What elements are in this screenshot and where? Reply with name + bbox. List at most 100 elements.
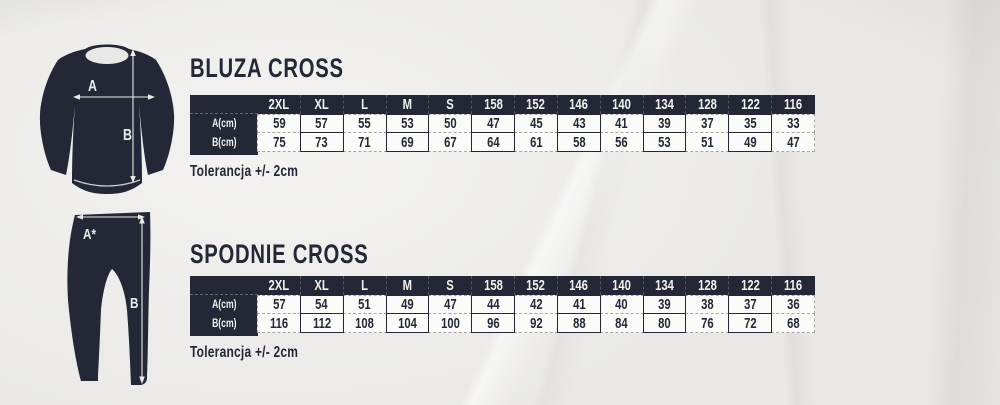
size-value-cell: 39 (642, 295, 687, 314)
size-header-cell: 146 (558, 95, 601, 114)
bluza-title-text: BLUZA CROSS (190, 53, 344, 83)
shirt-silhouette (39, 44, 175, 194)
row-label-cell: B(cm) (190, 314, 258, 333)
size-header-cell: 152 (515, 276, 558, 295)
size-value-cell: 33 (771, 114, 815, 133)
size-value-cell: 37 (685, 114, 730, 133)
size-value-cell: 36 (771, 295, 815, 314)
size-value-cell: 38 (685, 295, 730, 314)
size-header-cell: XL (301, 95, 344, 114)
size-value-cell: 43 (556, 114, 601, 133)
shirt-figure: A B (39, 44, 175, 194)
size-value-cell: 54 (299, 295, 344, 314)
size-value-cell: 72 (728, 313, 773, 333)
row-label-cell: A(cm) (190, 114, 258, 133)
size-value-cell: 116 (257, 313, 301, 333)
size-header-cell: 140 (601, 276, 644, 295)
bluza-title: BLUZA CROSS (190, 55, 395, 82)
size-header-cell: 146 (558, 276, 601, 295)
pants-figure: A* B (67, 212, 151, 385)
size-value-cell: 75 (257, 132, 301, 152)
pants-width-label: A* (83, 226, 97, 243)
size-value-cell: 47 (471, 114, 516, 133)
size-header-cell: 134 (644, 95, 687, 114)
bluza-tolerance-note: Tolerancja +/- 2cm (190, 162, 334, 181)
size-value-cell: 56 (599, 132, 644, 152)
bluza-size-table: 2XL XL L M S 158 152 146 140 134 128 122 116 A(cm) 59 5… (190, 95, 815, 155)
size-header-cell: 128 (686, 95, 730, 114)
pants-width-arrowhead-left (76, 214, 83, 220)
size-table-header-row: 2XL XL L M S 158 152 146 140 134 128 122 116 (190, 95, 815, 114)
size-value-cell: 50 (428, 114, 473, 133)
pants-length-label: B (130, 295, 139, 312)
shirt-neck-opening (85, 47, 129, 64)
size-header-cell: XL (301, 276, 344, 295)
row-label-cell: A(cm) (190, 295, 258, 314)
size-value-cell: 73 (299, 132, 344, 152)
size-table-row: B(cm) 75 73 71 69 67 64 61 58 56 53 51 49 47 (190, 132, 815, 152)
size-value-cell: 49 (728, 132, 773, 152)
size-value-cell: 35 (728, 114, 773, 133)
size-value-cell: 47 (428, 295, 473, 314)
size-value-cell: 96 (471, 313, 516, 333)
size-value-cell: 55 (342, 114, 387, 133)
size-value-cell: 88 (556, 313, 601, 333)
header-spacer-cell (190, 95, 258, 114)
size-value-cell: 58 (556, 132, 601, 152)
shirt-width-arrowhead-right (148, 94, 155, 100)
size-header-cell: 116 (784, 277, 803, 294)
size-value-cell: 71 (342, 132, 387, 152)
size-value-cell: 42 (514, 295, 558, 314)
size-value-cell: 59 (257, 114, 301, 133)
size-value-cell: 68 (771, 313, 815, 333)
pants-length-arrowhead-bottom (139, 376, 145, 384)
size-value-cell: 112 (299, 313, 344, 333)
size-value-cell: 39 (642, 114, 687, 133)
size-value-cell: 84 (599, 313, 644, 333)
size-value-cell: 37 (728, 295, 773, 314)
spodnie-title-text: SPODNIE CROSS (190, 239, 369, 269)
bluza-tolerance-text: Tolerancja +/- 2cm (190, 163, 299, 180)
size-value-cell: 41 (599, 114, 644, 133)
size-value-cell: 47 (771, 132, 815, 152)
size-value-cell: 108 (342, 313, 387, 333)
size-value-cell: 69 (385, 132, 430, 152)
size-value-cell: 100 (428, 313, 473, 333)
size-value-cell: 53 (385, 114, 430, 133)
size-table-row: A(cm) 57 54 51 49 47 44 42 41 40 39 38 37 36 (190, 295, 815, 314)
size-header-cell: M (387, 276, 430, 295)
size-table-header-row: 2XL XL L M S 158 152 146 140 134 128 122 116 (190, 276, 815, 295)
size-value-cell: 53 (642, 132, 687, 152)
size-value-cell: 92 (514, 313, 558, 333)
size-value-cell: 51 (685, 132, 730, 152)
size-value-cell: 76 (685, 313, 730, 333)
shirt-width-arrowhead-left (73, 94, 80, 100)
row-label-cell: B(cm) (190, 133, 258, 152)
spodnie-tolerance-text: Tolerancja +/- 2cm (190, 344, 299, 361)
size-header-cell: 152 (515, 95, 558, 114)
size-value-cell: 67 (428, 132, 473, 152)
size-header-cell: 134 (644, 276, 687, 295)
shirt-length-arrowhead-bottom (130, 176, 136, 183)
shirt-hem-line (73, 179, 141, 187)
size-value-cell: 49 (385, 295, 430, 314)
size-header-cell: L (344, 95, 387, 114)
size-value-cell: 41 (556, 295, 601, 314)
size-value-cell: 61 (514, 132, 558, 152)
size-value-cell: 64 (471, 132, 516, 152)
size-header-cell: 158 (472, 276, 516, 295)
shirt-length-label: B (123, 127, 132, 145)
size-value-cell: 44 (471, 295, 516, 314)
shirt-width-label: A (88, 78, 97, 96)
size-table-row: B(cm) 116 112 108 104 100 96 92 88 84 80 76 72 68 (190, 313, 815, 333)
pants-length-arrowhead-top (139, 216, 145, 224)
spodnie-title: SPODNIE CROSS (190, 241, 428, 268)
size-header-cell: 2XL (258, 95, 301, 114)
spodnie-size-table: 2XL XL L M S 158 152 146 140 134 128 122 116 A(cm) 57 5… (190, 276, 815, 336)
size-header-cell: S (429, 276, 473, 295)
size-header-cell: 116 (784, 96, 803, 113)
size-header-cell: 2XL (258, 276, 301, 295)
size-header-cell: L (344, 276, 387, 295)
size-header-cell: M (387, 95, 430, 114)
size-header-cell: 158 (472, 95, 516, 114)
